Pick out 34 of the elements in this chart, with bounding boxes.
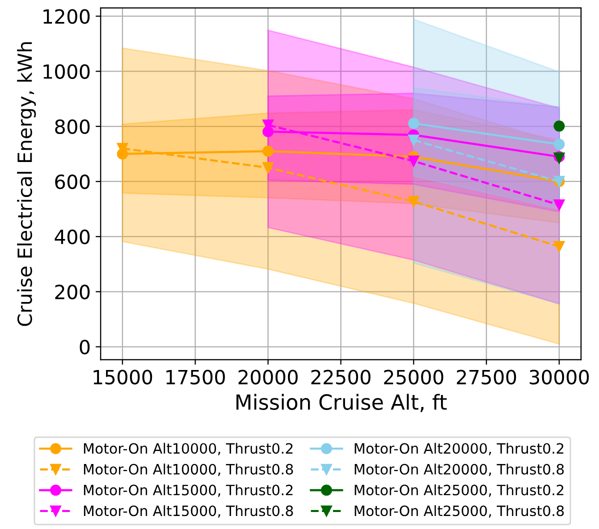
y-axis-title: Cruise Electrical Energy, kWh [17,42,36,326]
x-tick-label: 25000 [384,370,444,384]
y-tick-label: 800 [55,119,90,134]
x-tick-label: 20000 [238,370,298,384]
point [554,240,565,252]
legend-label: Motor-On Alt25000, Thrust0.2 [354,484,564,497]
point [408,196,420,208]
legend-label: Motor-On Alt25000, Thrust0.8 [354,505,564,518]
legend-label: Motor-On Alt15000, Thrust0.2 [84,484,292,497]
y-tick-label: 1000 [44,64,90,79]
point [408,118,420,129]
x-tick-label: 17500 [166,370,225,384]
legend-label: Motor-On Alt20000, Thrust0.8 [354,464,564,476]
x-tick-label: 22500 [311,370,370,384]
y-tick-label: 400 [54,230,90,244]
point [554,199,565,210]
y-tick-label: 0 [80,340,90,354]
x-axis-title: Mission Cruise Alt, ft [236,394,447,412]
y-tick-label: 600 [55,174,90,190]
point [262,162,274,174]
point [554,120,565,132]
point [262,146,274,157]
x-tick-label: 30000 [530,370,589,384]
point [554,138,565,150]
x-tick-label: 27500 [456,370,516,384]
y-tick-label: 1200 [44,9,90,24]
point [408,134,420,146]
legend-label: Motor-On Alt15000, Thrust0.8 [84,505,293,518]
point [408,156,420,167]
y-tick-label: 200 [55,284,90,300]
x-tick-label: 15000 [94,370,152,384]
legend-label: Motor-On Alt10000, Thrust0.8 [84,464,293,476]
legend-label: Motor-On Alt10000, Thrust0.2 [84,442,292,456]
legend-label: Motor-On Alt20000, Thrust0.2 [354,442,564,456]
